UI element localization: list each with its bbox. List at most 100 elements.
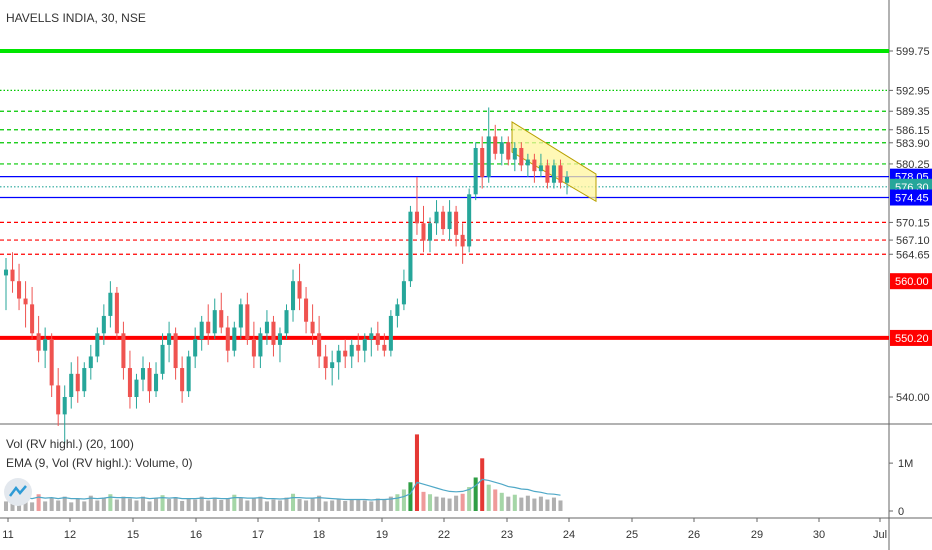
- tradingview-logo-icon[interactable]: [4, 478, 32, 506]
- volume-bar: [3, 501, 9, 511]
- volume-bar: [499, 492, 504, 511]
- candle-body: [369, 333, 374, 340]
- candle-body: [30, 304, 35, 334]
- candle-body: [232, 327, 237, 351]
- volume-bar: [219, 499, 224, 511]
- volume-bar: [551, 497, 556, 511]
- time-tick-label: 12: [64, 529, 76, 541]
- candle-body: [206, 321, 211, 334]
- volume-bar: [49, 497, 54, 511]
- candle-body: [486, 136, 491, 177]
- time-tick-label: 17: [252, 529, 264, 541]
- time-tick-label: 30: [813, 529, 825, 541]
- candle-body: [538, 165, 543, 172]
- candle-body: [408, 211, 413, 282]
- volume-bar: [160, 495, 165, 511]
- candle-body: [147, 368, 152, 392]
- candle-body: [454, 211, 459, 235]
- volume-bar: [480, 458, 485, 511]
- price-level-label: 586.15: [896, 125, 930, 137]
- volume-bar: [467, 487, 472, 511]
- candle-body: [519, 147, 524, 166]
- volume-bar: [140, 496, 146, 511]
- price-level-label: 599.75: [896, 46, 930, 58]
- volume-bar: [538, 496, 543, 511]
- candle-body: [3, 269, 9, 276]
- candle-body: [304, 298, 309, 322]
- candle-body: [69, 373, 74, 397]
- candle-body: [349, 344, 354, 357]
- time-tick-label: 15: [127, 529, 139, 541]
- volume-bar: [95, 500, 100, 511]
- candle-body: [167, 333, 172, 345]
- volume-bar: [167, 499, 172, 511]
- volume-bar: [238, 498, 243, 511]
- volume-indicator-label[interactable]: Vol (RV highl.) (20, 100): [6, 437, 134, 451]
- candle-body: [140, 368, 146, 380]
- volume-bar: [121, 496, 126, 511]
- volume-bar: [134, 500, 139, 511]
- candle-body: [375, 333, 380, 345]
- volume-bar: [388, 496, 393, 511]
- candle-body: [271, 321, 276, 345]
- ema-indicator-label[interactable]: EMA (9, Vol (RV highl.): Volume, 0): [6, 456, 193, 470]
- price-level-label: 580.25: [896, 159, 930, 171]
- candle-body: [356, 344, 361, 351]
- volume-bar: [297, 499, 302, 511]
- volume-bar: [193, 499, 198, 511]
- volume-bar: [277, 500, 282, 511]
- volume-bar: [30, 502, 35, 511]
- volume-tick-label: 0: [898, 506, 904, 518]
- candle-body: [382, 344, 387, 351]
- volume-bar: [304, 500, 309, 511]
- time-tick-label: Jul: [873, 529, 887, 541]
- volume-bar: [375, 498, 380, 511]
- volume-bar: [486, 484, 491, 511]
- price-level-label: 583.90: [896, 138, 930, 150]
- candle-body: [493, 136, 498, 154]
- volume-bar: [284, 497, 289, 511]
- volume-bar: [401, 489, 406, 511]
- candle-body: [154, 373, 159, 392]
- volume-bar: [23, 496, 28, 511]
- candle-body: [414, 211, 419, 224]
- volume-bar: [441, 497, 446, 511]
- volume-bar: [395, 494, 400, 511]
- candle-body: [56, 385, 61, 415]
- volume-bar: [343, 500, 348, 511]
- candle-body: [460, 234, 465, 247]
- volume-bar: [349, 499, 354, 511]
- candle-body: [441, 211, 446, 230]
- volume-bar: [180, 500, 185, 511]
- price-level-label: 567.10: [896, 235, 930, 247]
- volume-bar: [408, 482, 413, 511]
- candle-body: [564, 176, 570, 183]
- volume-bar: [532, 498, 537, 511]
- volume-bar: [251, 498, 256, 511]
- volume-bar: [473, 477, 478, 511]
- candle-body: [180, 368, 185, 392]
- candle-body: [88, 356, 93, 369]
- candle-body: [388, 315, 393, 351]
- volume-bar: [199, 496, 204, 511]
- time-tick-label: 16: [190, 529, 202, 541]
- volume-bar: [101, 497, 106, 511]
- candle-body: [551, 165, 556, 183]
- candle-body: [127, 368, 132, 397]
- volume-bar: [369, 501, 374, 511]
- volume-bar: [506, 496, 511, 511]
- time-tick-label: 19: [376, 529, 388, 541]
- volume-bar: [427, 494, 433, 511]
- candle-body: [245, 304, 250, 340]
- candle-body: [512, 147, 517, 160]
- volume-bar: [245, 500, 250, 511]
- candle-body: [506, 142, 511, 160]
- volume-bar: [460, 493, 465, 511]
- time-tick-label: 11: [2, 529, 13, 541]
- candle-body: [95, 333, 100, 357]
- candle-body: [284, 310, 289, 334]
- candle-body: [480, 147, 485, 177]
- volume-bar: [271, 499, 276, 511]
